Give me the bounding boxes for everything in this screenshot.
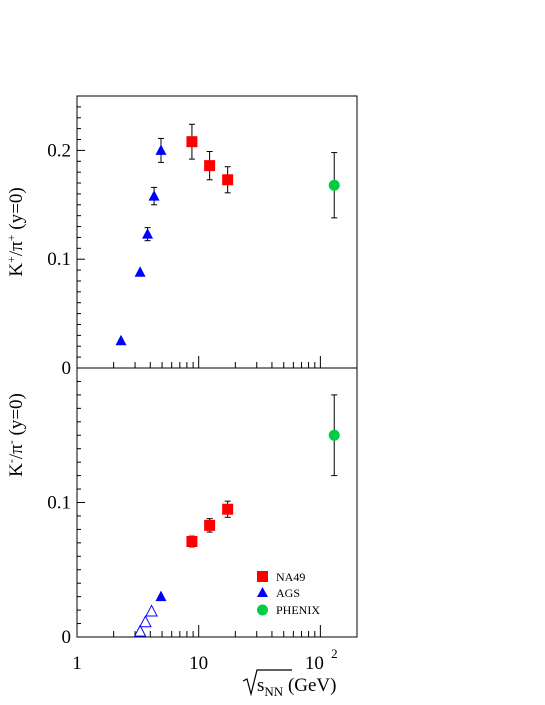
- data-point-square: [186, 536, 198, 548]
- y-tick-label: 0.2: [47, 140, 71, 161]
- legend-na49-marker: [257, 571, 268, 582]
- marks-layer: [115, 123, 340, 637]
- data-point-open-triangle: [139, 615, 152, 628]
- y-tick-label: 0: [62, 627, 72, 648]
- data-point-square: [204, 519, 216, 531]
- data-point-open-triangle: [133, 624, 147, 637]
- legend-phenix-label: PHENIX: [276, 603, 320, 617]
- y-tick-label: 0: [62, 358, 72, 379]
- data-point-square: [222, 174, 234, 186]
- sqrt-sign: [242, 669, 292, 697]
- svg-text:sNN (GeV): sNN (GeV): [257, 675, 336, 699]
- y-tick-label: 0.1: [47, 493, 71, 514]
- data-point-circle: [328, 179, 340, 191]
- data-point-square: [222, 503, 234, 515]
- bottom-y-axis-title: K-/π- (y=0): [4, 393, 27, 477]
- x-axis-title: sNN (GeV): [242, 669, 336, 699]
- legend-ags-label: AGS: [276, 586, 300, 600]
- data-point-triangle: [115, 334, 127, 346]
- data-point-triangle: [155, 590, 167, 602]
- data-point-triangle: [142, 228, 154, 239]
- data-point-triangle: [134, 266, 146, 277]
- data-point-circle: [328, 429, 340, 441]
- data-point-triangle: [148, 190, 160, 201]
- y-tick-label: 0.1: [47, 249, 71, 270]
- data-point-square: [186, 136, 198, 148]
- legend-na49-label: NA49: [276, 570, 305, 584]
- top-y-axis-title: K+/π+ (y=0): [4, 187, 27, 276]
- x-tick-label: 1: [72, 653, 82, 674]
- data-point-open-triangle: [145, 604, 158, 617]
- x-tick-label: 10: [189, 653, 208, 674]
- ticks-layer: 0 0.1 0.2 0 0.1 1 10 10 2: [47, 95, 358, 674]
- legend-ags-marker: [257, 587, 268, 597]
- x-tick-label: 10: [305, 653, 324, 674]
- x-tick-label-exponent: 2: [331, 646, 338, 661]
- bottom-panel-frame: [76, 367, 358, 638]
- data-point-square: [204, 160, 216, 172]
- legend-phenix-marker: [257, 604, 268, 616]
- legend: NA49 AGS PHENIX: [257, 570, 320, 617]
- top-panel-frame: [76, 95, 358, 369]
- data-point-triangle: [155, 144, 167, 155]
